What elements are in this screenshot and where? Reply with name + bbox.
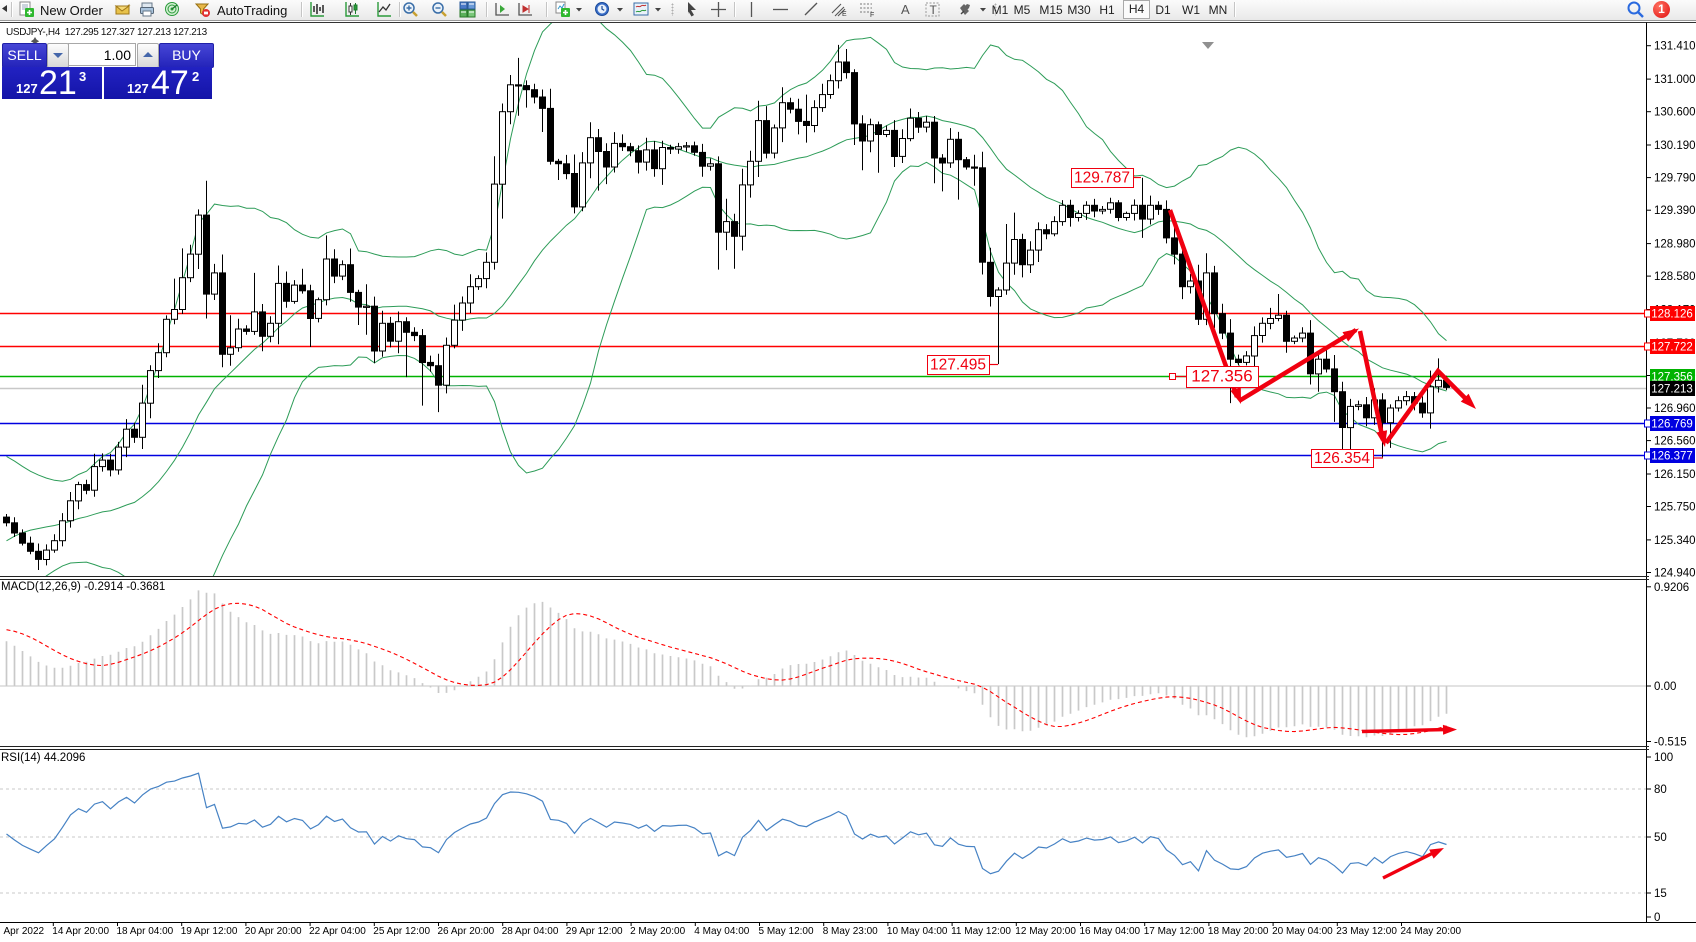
svg-text:10 May 04:00: 10 May 04:00 [887, 926, 948, 937]
svg-text:129.787: 129.787 [1074, 170, 1130, 187]
svg-text:130.600: 130.600 [1654, 107, 1696, 119]
svg-text:E: E [842, 11, 847, 18]
svg-text:127.495: 127.495 [930, 357, 986, 374]
svg-text:8 May 23:00: 8 May 23:00 [823, 926, 878, 937]
svg-text:18 May 20:00: 18 May 20:00 [1208, 926, 1269, 937]
svg-text:12 May 20:00: 12 May 20:00 [1015, 926, 1076, 937]
svg-text:26 Apr 20:00: 26 Apr 20:00 [438, 926, 495, 937]
svg-text:29 Apr 12:00: 29 Apr 12:00 [566, 926, 623, 937]
svg-text:4 May 04:00: 4 May 04:00 [694, 926, 749, 937]
svg-text:11 May 12:00: 11 May 12:00 [951, 926, 1011, 937]
svg-text:127.213: 127.213 [1651, 384, 1693, 396]
svg-text:USDJPY-,H4 127.295 127.327 12: USDJPY-,H4 127.295 127.327 127.213 127.2… [6, 27, 208, 38]
svg-text:129.790: 129.790 [1654, 173, 1696, 185]
svg-text:18 Apr 04:00: 18 Apr 04:00 [117, 926, 174, 937]
svg-text:127.356: 127.356 [1191, 367, 1252, 386]
svg-text:19 Apr 12:00: 19 Apr 12:00 [181, 926, 238, 937]
svg-text:23 May 12:00: 23 May 12:00 [1336, 926, 1397, 937]
svg-text:16 May 04:00: 16 May 04:00 [1080, 926, 1141, 937]
svg-text:0.00: 0.00 [1654, 681, 1676, 693]
svg-text:0.9206: 0.9206 [1654, 582, 1689, 594]
svg-text:126.960: 126.960 [1654, 403, 1696, 415]
svg-text:24 May 20:00: 24 May 20:00 [1401, 926, 1462, 937]
svg-text:15: 15 [1654, 888, 1667, 900]
svg-text:MACD(12,26,9) -0.2914 -0.3681: MACD(12,26,9) -0.2914 -0.3681 [1, 581, 165, 593]
svg-text:131.000: 131.000 [1654, 74, 1696, 86]
svg-text:-0.515: -0.515 [1654, 737, 1687, 749]
svg-text:126.769: 126.769 [1651, 419, 1693, 431]
svg-text:128.580: 128.580 [1654, 271, 1696, 283]
svg-text:129.390: 129.390 [1654, 205, 1696, 217]
svg-text:126.150: 126.150 [1654, 469, 1696, 481]
svg-text:80: 80 [1654, 784, 1667, 796]
svg-text:2 May 20:00: 2 May 20:00 [630, 926, 685, 937]
svg-text:125.750: 125.750 [1654, 502, 1696, 514]
svg-text:28 Apr 04:00: 28 Apr 04:00 [502, 926, 559, 937]
svg-text:128.980: 128.980 [1654, 239, 1696, 251]
svg-text:14 Apr 20:00: 14 Apr 20:00 [52, 926, 109, 937]
svg-text:126.560: 126.560 [1654, 436, 1696, 448]
svg-text:F: F [870, 12, 874, 18]
svg-text:126.354: 126.354 [1314, 450, 1370, 467]
svg-text:50: 50 [1654, 832, 1667, 844]
svg-text:25 Apr 12:00: 25 Apr 12:00 [373, 926, 430, 937]
svg-text:128.126: 128.126 [1651, 309, 1693, 321]
svg-text:130.190: 130.190 [1654, 140, 1696, 152]
svg-text:124.940: 124.940 [1654, 568, 1696, 580]
svg-text:RSI(14) 44.2096: RSI(14) 44.2096 [1, 752, 85, 764]
svg-text:Apr 2022: Apr 2022 [4, 926, 45, 937]
svg-text:A: A [901, 2, 910, 17]
svg-text:131.410: 131.410 [1654, 41, 1696, 53]
svg-text:127.722: 127.722 [1651, 342, 1693, 354]
svg-text:20 May 04:00: 20 May 04:00 [1272, 926, 1333, 937]
svg-text:22 Apr 04:00: 22 Apr 04:00 [309, 926, 366, 937]
svg-text:5 May 12:00: 5 May 12:00 [759, 926, 814, 937]
svg-text:125.340: 125.340 [1654, 535, 1696, 547]
svg-text:17 May 12:00: 17 May 12:00 [1144, 926, 1205, 937]
svg-text:127.356: 127.356 [1651, 372, 1693, 384]
svg-text:T: T [930, 3, 938, 17]
svg-text:126.377: 126.377 [1651, 451, 1693, 463]
svg-text:20 Apr 20:00: 20 Apr 20:00 [245, 926, 302, 937]
svg-text:100: 100 [1654, 752, 1673, 764]
svg-text:0: 0 [1654, 912, 1660, 924]
